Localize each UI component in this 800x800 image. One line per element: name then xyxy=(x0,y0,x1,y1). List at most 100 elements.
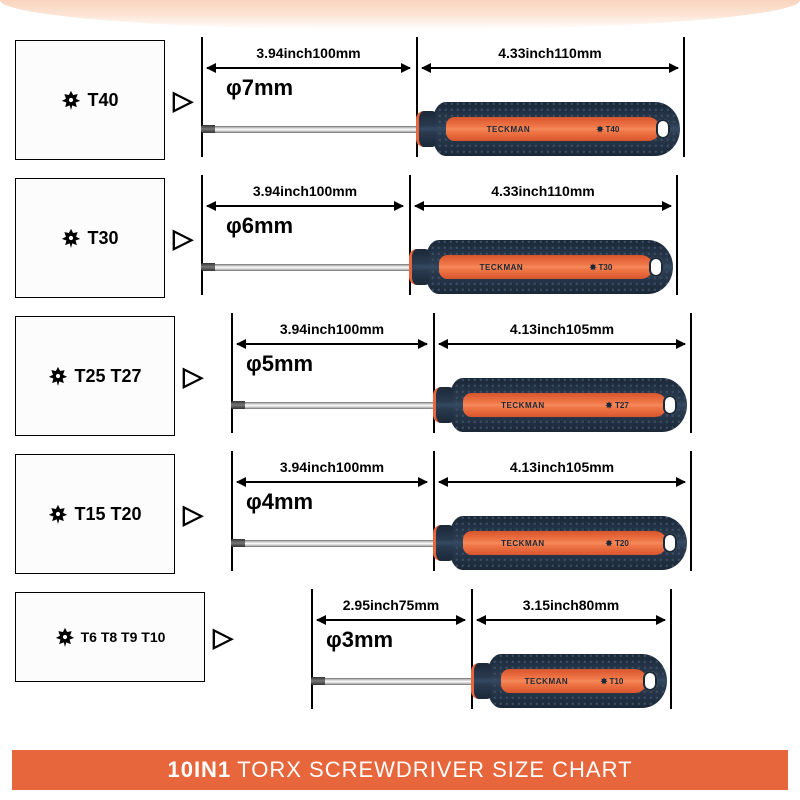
handle-strip: TECKMAN T27 xyxy=(463,393,667,417)
torx-star-icon xyxy=(55,627,75,647)
torx-size-label: T40 xyxy=(87,90,118,111)
handle-strip: TECKMAN T10 xyxy=(501,669,647,693)
shaft-dimension: 2.95inch75mm xyxy=(311,597,471,627)
screwdriver-illustration: TECKMAN T27 xyxy=(231,378,691,432)
handle-grip: TECKMAN T20 xyxy=(449,516,687,570)
handle-grip: TECKMAN T40 xyxy=(432,102,680,156)
shaft-length-label: 3.94inch100mm xyxy=(280,321,384,337)
handle-strip: TECKMAN T40 xyxy=(446,117,660,141)
handle-dimension: 4.13inch105mm xyxy=(433,321,691,351)
handle-length-label: 4.13inch105mm xyxy=(510,321,614,337)
screwdriver-handle: TECKMAN T20 xyxy=(433,516,691,570)
screwdriver-area: 2.95inch75mm 3.15inch80mm φ3mm TECKMAN xyxy=(241,589,785,685)
footer-title-bar: 10IN1 TORX SCREWDRIVER SIZE CHART xyxy=(12,750,788,790)
screwdriver-tip xyxy=(231,539,245,547)
dimension-row: 3.94inch100mm 4.33inch110mm xyxy=(201,183,677,213)
handle-hole xyxy=(643,671,657,691)
torx-star-icon xyxy=(61,90,81,110)
brand-label: TECKMAN xyxy=(501,539,545,548)
torx-star-icon xyxy=(605,539,613,547)
handle-length-label: 4.33inch110mm xyxy=(498,45,602,61)
chart-row: T6 T8 T9 T10 ▷ 2.95inch75mm 3.15inch80mm… xyxy=(15,587,785,687)
screwdriver-illustration: TECKMAN T40 xyxy=(201,102,684,156)
torx-star-icon xyxy=(61,228,81,248)
torx-star-icon xyxy=(48,366,68,386)
handle-dimension: 4.13inch105mm xyxy=(433,459,691,489)
diameter-label: φ3mm xyxy=(326,627,393,653)
screwdriver-illustration: TECKMAN T20 xyxy=(231,516,691,570)
handle-size-tag: T20 xyxy=(605,539,629,548)
footer-bold: 10IN1 xyxy=(167,757,231,783)
screwdriver-area: 3.94inch100mm 4.33inch110mm φ6mm TECKMAN xyxy=(201,175,785,301)
screwdriver-handle: TECKMAN T10 xyxy=(471,654,671,708)
handle-grip: TECKMAN T10 xyxy=(487,654,667,708)
caret-icon: ▷ xyxy=(173,87,193,113)
torx-star-icon xyxy=(605,401,613,409)
dimension-row: 3.94inch100mm 4.33inch110mm xyxy=(201,45,684,75)
caret-icon: ▷ xyxy=(173,225,193,251)
top-decorative-curve xyxy=(0,0,800,30)
torx-size-label: T15 T20 xyxy=(74,504,141,525)
chart-row: T40 ▷ 3.94inch100mm 4.33inch110mm φ7mm xyxy=(15,35,785,165)
torx-star-icon xyxy=(596,125,604,133)
handle-dimension: 3.15inch80mm xyxy=(471,597,671,627)
torx-size-box: T30 xyxy=(15,178,165,298)
handle-hole xyxy=(649,257,663,277)
screwdriver-area: 3.94inch100mm 4.13inch105mm φ4mm TECKMAN xyxy=(211,451,785,577)
handle-size-tag: T40 xyxy=(596,125,620,134)
torx-size-label: T30 xyxy=(87,228,118,249)
handle-collar xyxy=(471,663,491,699)
chart-row: T15 T20 ▷ 3.94inch100mm 4.13inch105mm φ4… xyxy=(15,449,785,579)
screwdriver-tip xyxy=(201,263,215,271)
chart-row: T30 ▷ 3.94inch100mm 4.33inch110mm φ6mm xyxy=(15,173,785,303)
handle-collar xyxy=(416,111,436,147)
screwdriver-handle: TECKMAN T27 xyxy=(433,378,691,432)
handle-strip: TECKMAN T20 xyxy=(463,531,667,555)
screwdriver-handle: TECKMAN T30 xyxy=(409,240,677,294)
brand-label: TECKMAN xyxy=(525,677,569,686)
screwdriver-tip xyxy=(231,401,245,409)
footer-thin: TORX SCREWDRIVER SIZE CHART xyxy=(237,757,632,783)
handle-grip: TECKMAN T27 xyxy=(449,378,687,432)
shaft-length-label: 2.95inch75mm xyxy=(343,597,440,613)
torx-star-icon xyxy=(48,504,68,524)
diameter-label: φ4mm xyxy=(246,489,313,515)
diameter-label: φ5mm xyxy=(246,351,313,377)
torx-size-box: T25 T27 xyxy=(15,316,175,436)
handle-hole xyxy=(656,119,670,139)
shaft-dimension: 3.94inch100mm xyxy=(231,459,433,489)
brand-label: TECKMAN xyxy=(487,125,531,134)
handle-size-tag: T27 xyxy=(605,401,629,410)
shaft-length-label: 3.94inch100mm xyxy=(256,45,360,61)
handle-size-tag: T10 xyxy=(600,677,624,686)
handle-strip: TECKMAN T30 xyxy=(439,255,653,279)
torx-size-box: T6 T8 T9 T10 xyxy=(15,592,205,682)
handle-hole xyxy=(663,395,677,415)
caret-icon: ▷ xyxy=(183,363,203,389)
torx-size-box: T40 xyxy=(15,40,165,160)
screwdriver-shaft xyxy=(215,264,409,271)
shaft-length-label: 3.94inch100mm xyxy=(280,459,384,475)
diameter-label: φ7mm xyxy=(226,75,293,101)
screwdriver-tip xyxy=(311,677,325,685)
dimension-row: 3.94inch100mm 4.13inch105mm xyxy=(231,459,691,489)
handle-collar xyxy=(409,249,429,285)
dimension-row: 2.95inch75mm 3.15inch80mm xyxy=(311,597,671,627)
handle-size-tag: T30 xyxy=(589,263,613,272)
shaft-length-label: 3.94inch100mm xyxy=(253,183,357,199)
screwdriver-shaft xyxy=(215,126,416,133)
caret-icon: ▷ xyxy=(183,501,203,527)
chart-row: T25 T27 ▷ 3.94inch100mm 4.13inch105mm φ5… xyxy=(15,311,785,441)
torx-size-box: T15 T20 xyxy=(15,454,175,574)
shaft-dimension: 3.94inch100mm xyxy=(231,321,433,351)
handle-length-label: 4.13inch105mm xyxy=(510,459,614,475)
screwdriver-illustration: TECKMAN T10 xyxy=(311,654,671,708)
screwdriver-shaft xyxy=(245,402,433,409)
torx-size-label: T25 T27 xyxy=(74,366,141,387)
handle-grip: TECKMAN T30 xyxy=(425,240,673,294)
screwdriver-area: 3.94inch100mm 4.33inch110mm φ7mm TECKMAN xyxy=(201,37,785,163)
screwdriver-illustration: TECKMAN T30 xyxy=(201,240,677,294)
screwdriver-shaft xyxy=(325,678,471,685)
caret-icon: ▷ xyxy=(213,624,233,650)
screwdriver-handle: TECKMAN T40 xyxy=(416,102,684,156)
